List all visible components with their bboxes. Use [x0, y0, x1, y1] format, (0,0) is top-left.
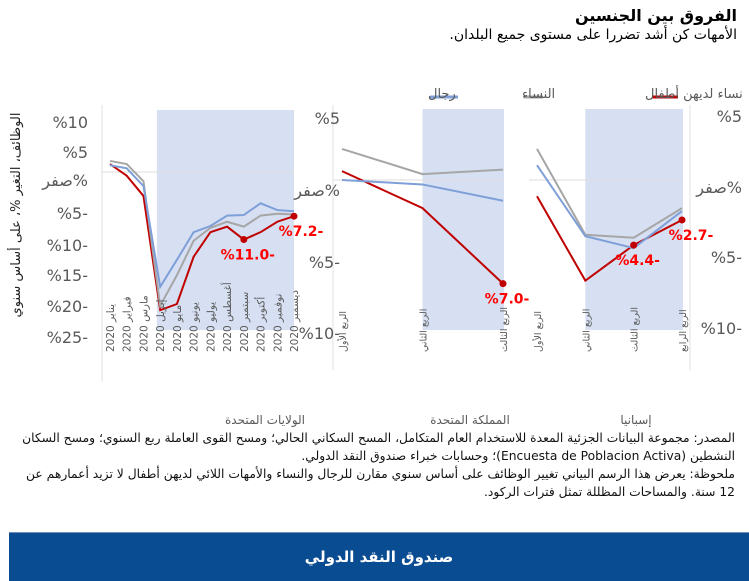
- x-tick-label: الربع الثاني: [419, 309, 430, 352]
- x-tick-label: سبتمبر 2020: [239, 292, 251, 352]
- legend-label: نساء لديهن أطفال: [645, 85, 743, 102]
- x-tick-label: الربع الأول: [337, 311, 349, 352]
- x-tick-label: إبريل 2020: [155, 299, 167, 352]
- data-point-marker: [499, 280, 507, 288]
- y-axis-title: الوظائف، التغير %، على أساس سنوي: [7, 113, 24, 318]
- series-line-نساء لديهن أطفال: [536, 195, 683, 283]
- y-tick-label: %10-: [701, 319, 742, 338]
- series-line-نساء لديهن أطفال: [341, 170, 504, 285]
- x-tick-label: الربع الثالث: [499, 307, 510, 352]
- data-point-marker: [290, 212, 298, 220]
- legend-label: النساء: [522, 87, 555, 102]
- data-label: %4.4-: [615, 253, 660, 269]
- series-line-نساء لديهن أطفال: [109, 163, 295, 312]
- panel-label: المملكة المتحدة: [430, 413, 510, 427]
- y-tick-label: %5-: [711, 248, 742, 267]
- y-tick-label: %15-: [47, 266, 88, 285]
- x-tick-label: مارس 2020: [138, 295, 150, 352]
- x-tick-label: ديسمبر 2020: [289, 290, 301, 352]
- x-tick-label: الربع الأول: [532, 311, 544, 352]
- data-label: %7.0-: [485, 292, 530, 308]
- chart-title: الفروق بين الجنسين: [574, 6, 737, 25]
- x-tick-label: يناير 2020: [105, 304, 117, 352]
- series-line-رجال: [536, 164, 683, 250]
- y-tick-label: %5: [315, 109, 340, 128]
- y-tick-label: صفر%: [41, 171, 88, 191]
- series-line-النساء: [109, 159, 295, 310]
- x-tick-label: الربع الثاني: [581, 309, 592, 352]
- source-note: المصدر: مجموعة البيانات الجزئية المعدة ل…: [22, 431, 735, 463]
- notes: المصدر: مجموعة البيانات الجزئية المعدة ل…: [10, 429, 735, 501]
- y-tick-label: صفر%: [293, 181, 340, 201]
- series-line-النساء: [341, 147, 504, 176]
- y-tick-label: %10: [52, 113, 88, 132]
- data-label: %7.2-: [279, 224, 324, 240]
- x-tick-label: فبراير 2020: [122, 296, 134, 352]
- x-tick-label: يونيو 2020: [189, 302, 201, 352]
- x-tick-label: أغسطس 2020: [220, 282, 234, 352]
- series-line-النساء: [536, 148, 683, 239]
- data-label: %2.7-: [669, 228, 714, 244]
- y-tick-label: %10-: [47, 236, 88, 255]
- data-label: %11.0-: [221, 248, 276, 264]
- series-line-رجال: [341, 179, 504, 202]
- series-line-رجال: [109, 164, 295, 290]
- data-point-marker: [678, 216, 686, 224]
- data-point-marker: [240, 236, 248, 244]
- data-point-marker: [630, 241, 638, 249]
- recession-shading: [585, 109, 683, 330]
- x-tick-label: يوليو 2020: [205, 302, 217, 352]
- y-tick-label: %5-: [57, 204, 88, 223]
- chart-subtitle: الأمهات كن أشد تضررا على مستوى جميع البل…: [449, 27, 737, 43]
- footer-label: صندوق النقد الدولي: [304, 548, 454, 566]
- panel-label: إسبانيا: [620, 413, 651, 427]
- x-tick-label: الربع الثالث: [630, 307, 641, 352]
- footer-bar: صندوق النقد الدولي: [9, 532, 749, 581]
- y-tick-label: %20-: [47, 297, 88, 316]
- y-tick-label: %5: [717, 107, 742, 126]
- y-tick-label: صفر%: [695, 178, 742, 198]
- y-tick-label: %5-: [309, 253, 340, 272]
- x-tick-label: أكتوبر 2020: [254, 297, 268, 352]
- x-tick-label: مايو 2020: [172, 305, 184, 352]
- y-tick-label: %10-: [299, 324, 340, 343]
- chart: %10 %5 صفر% %5- %10- %15- %20- %25- %11.0-%7.2- ي…: [7, 85, 743, 428]
- x-tick-label: نوفمبر 2020: [272, 294, 284, 352]
- x-tick-label: الربع الرابع: [678, 309, 689, 352]
- note-text: ملحوظة: يعرض هذا الرسم البياني تغيير الو…: [26, 467, 735, 499]
- legend-label: رجال: [428, 87, 456, 102]
- panel-label: الولايات المتحدة: [225, 413, 305, 428]
- y-tick-label: %25-: [47, 328, 88, 347]
- y-tick-label: %5: [63, 143, 88, 162]
